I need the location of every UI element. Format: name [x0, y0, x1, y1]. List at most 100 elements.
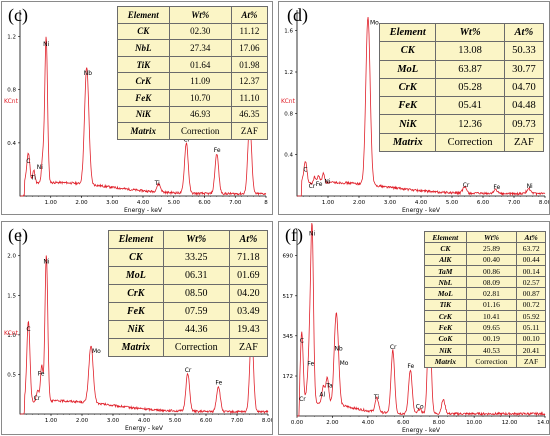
- table-cell: 04.70: [503, 77, 545, 98]
- peak-label: Mo: [370, 20, 379, 27]
- table-cell: 00.40: [465, 253, 518, 266]
- x-tick-label: 6.00: [397, 420, 410, 426]
- spectrum-series-line: [20, 36, 267, 197]
- table-row: CK 25.89 63.72: [424, 242, 546, 255]
- table-row: CoK 00.19 00.10: [424, 332, 546, 345]
- table-cell: 33.25: [162, 248, 230, 267]
- x-tick-label: 6.00: [200, 418, 213, 424]
- table-cell: CrK: [378, 77, 437, 98]
- table-row: TaM 00.86 00.14: [424, 264, 546, 278]
- peak-label: Ti: [30, 175, 36, 182]
- panel-e: 0.5 1.0 1.5 2.0 1.00 2.00 3.00 4.00 5.00 6.00 7.00…: [1, 221, 273, 435]
- peak-label: Ni: [37, 164, 43, 171]
- table-cell: 63.72: [516, 242, 546, 255]
- table-cell: 46.35: [230, 105, 269, 124]
- x-tick-label: 3.00: [384, 200, 397, 206]
- peak-label: Cr: [299, 396, 306, 403]
- table-header-cell: Element: [378, 22, 437, 43]
- table-row: MoL 63.87 30.77: [378, 59, 545, 79]
- table-row: CrK 10.41 05.92: [424, 310, 546, 323]
- table-row: NbL 27.34 17.06: [117, 39, 269, 57]
- table-cell: FeK: [108, 302, 164, 321]
- table-header-cell: At%: [516, 230, 546, 244]
- table-header-row: Element Wt% At%: [378, 22, 545, 43]
- x-tick-label: 2.00: [76, 418, 89, 424]
- y-tick-label: 0.4: [284, 153, 293, 159]
- peak-label: Ti: [373, 394, 379, 401]
- table-cell: 25.89: [465, 242, 518, 255]
- x-tick-label: 8: [264, 200, 268, 206]
- peak-label: Ni: [309, 230, 315, 237]
- x-tick-label: 12.00: [502, 420, 518, 426]
- table-cell: 00.87: [516, 287, 546, 300]
- table-header-cell: At%: [228, 230, 269, 249]
- table-cell: 46.93: [168, 105, 232, 124]
- y-tick-label: 0.8: [284, 111, 293, 117]
- peak-label: C: [26, 326, 30, 333]
- table-row: NiK 40.53 20.41: [424, 343, 546, 357]
- x-tick-label: 7.00: [508, 200, 521, 206]
- x-tick-label: 4.00: [362, 420, 375, 426]
- table-cell: 01.64: [168, 55, 232, 74]
- table-cell: 71.18: [228, 248, 269, 267]
- table-cell: CK: [378, 41, 437, 61]
- table-cell: 11.09: [168, 72, 232, 90]
- table-row: FeK 07.59 03.49: [108, 302, 269, 321]
- table-cell: 09.73: [503, 114, 545, 134]
- peak-label: Cr: [183, 137, 190, 144]
- table-cell: TiK: [117, 55, 170, 74]
- y-tick-label: 1.5: [7, 293, 16, 299]
- x-tick-label: 0.00: [291, 420, 304, 426]
- table-cell: 05.28: [435, 77, 505, 98]
- table-row: TiK 01.64 01.98: [117, 55, 269, 74]
- x-tick-label: 3.00: [107, 418, 120, 424]
- table-cell: 00.10: [516, 332, 546, 345]
- y-tick-label: 172: [283, 374, 294, 380]
- table-row: NiK 46.93 46.35: [117, 105, 269, 124]
- table-cell: 27.34: [168, 39, 232, 57]
- table-header-cell: At%: [230, 6, 269, 24]
- peak-label: Ni: [527, 183, 533, 190]
- table-cell: 06.31: [162, 266, 230, 285]
- y-tick-label: 0.8: [7, 88, 16, 94]
- table-cell: ZAF: [503, 132, 545, 153]
- table-cell: 40.53: [465, 343, 518, 357]
- table-cell: Matrix: [378, 132, 437, 153]
- table-cell: NiK: [424, 343, 467, 357]
- table-cell: NiK: [108, 320, 164, 339]
- y-tick-label: 0.4: [7, 141, 16, 147]
- table-cell: TaM: [424, 264, 467, 278]
- peak-label: Cr: [185, 367, 192, 374]
- table-row: NbL 08.09 02.57: [424, 276, 546, 289]
- table-cell: CK: [108, 248, 164, 267]
- spectrum-chart-c: 0.4 0.8 1.2 1.00 2.00 3.00 4.00 5.00 6.00 7.00 8 En…: [7, 10, 268, 214]
- table-cell: CrK: [424, 310, 467, 323]
- spectrum-series-line: [297, 223, 546, 417]
- table-cell: TiK: [424, 298, 467, 312]
- table-row: FeK 09.65 05.11: [424, 321, 546, 334]
- x-tick-label: 2.00: [75, 200, 88, 206]
- peak-label: C: [303, 166, 307, 173]
- y-tick-label: 1.2: [284, 70, 293, 76]
- table-cell: NiK: [117, 105, 170, 124]
- table-cell: CK: [424, 242, 467, 255]
- x-tick-label: 4.00: [138, 418, 151, 424]
- table-cell: 10.41: [465, 310, 518, 323]
- table-cell: 13.08: [435, 41, 505, 61]
- table-cell: 00.44: [516, 253, 546, 266]
- table-cell: CK: [117, 22, 170, 41]
- table-cell: 00.14: [516, 264, 546, 278]
- panel-d: 0.4 0.8 1.2 1.6 1.00 2.00 3.00 4.00 5.00 6.00 7.00…: [278, 1, 550, 215]
- table-cell: 02.57: [516, 276, 546, 289]
- peak-label: Ni: [43, 259, 49, 266]
- table-cell: Matrix: [117, 122, 170, 140]
- peak-label: Nb: [334, 346, 342, 353]
- table-header-cell: At%: [503, 22, 545, 43]
- table-cell: Correction: [465, 355, 518, 368]
- x-tick-label: 8.00: [539, 200, 549, 206]
- table-cell: Matrix: [108, 338, 164, 357]
- table-cell: 20.41: [516, 343, 546, 357]
- table-cell: 02.30: [168, 22, 232, 41]
- y-unit-label-d: KCnt: [281, 98, 295, 105]
- x-tick-label: 6.00: [477, 200, 490, 206]
